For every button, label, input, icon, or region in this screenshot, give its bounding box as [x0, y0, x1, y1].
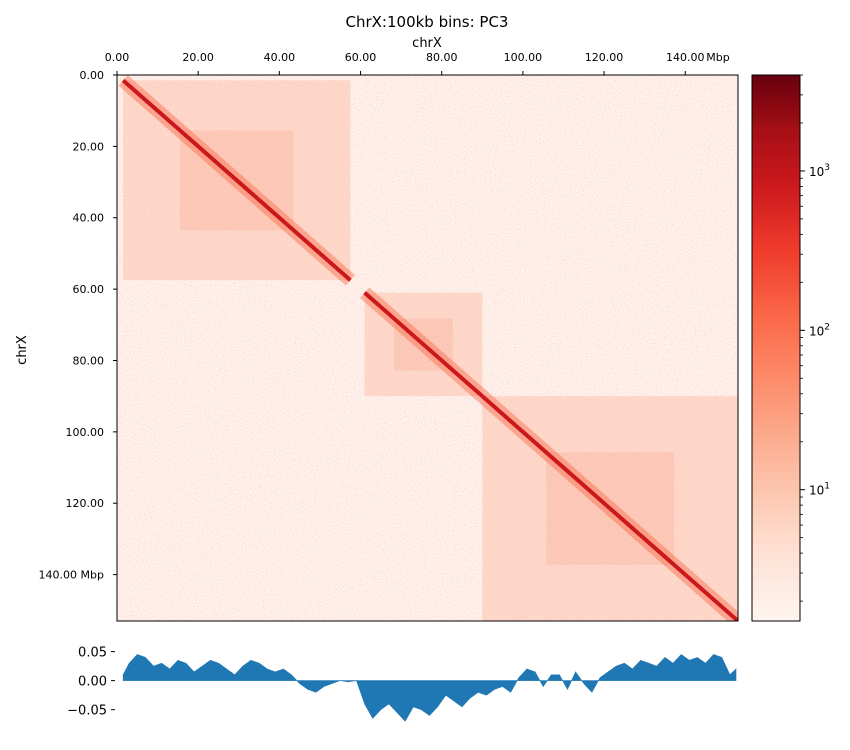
y-tick-label: 140.00 Mbp	[39, 569, 104, 582]
x-tick-label: 40.00	[264, 51, 296, 64]
y-tick-label: 20.00	[73, 140, 105, 153]
x-unit-label: Mbp	[706, 51, 729, 64]
y-tick-label: 60.00	[73, 283, 105, 296]
colorbar: 101 102 103	[751, 74, 830, 622]
pc3-area	[122, 654, 737, 722]
pc3-y-tick-label: 0.00	[78, 675, 107, 690]
colorbar-gradient	[751, 74, 801, 622]
pc3-track: −0.05 0.00 0.05	[67, 646, 737, 722]
x-axis-title: chrX	[412, 36, 442, 51]
pc3-y-tick-label: −0.05	[67, 704, 107, 719]
y-tick-label: 80.00	[73, 354, 105, 367]
y-tick-label: 100.00	[66, 426, 105, 439]
colorbar-tick-label: 101	[809, 482, 830, 498]
x-tick-label: 140.00	[666, 51, 705, 64]
y-tick-label: 120.00	[66, 497, 105, 510]
x-tick-label: 60.00	[345, 51, 377, 64]
x-tick-label: 80.00	[426, 51, 458, 64]
y-tick-label: 0.00	[80, 69, 105, 82]
chart-title: ChrX:100kb bins: PC3	[346, 13, 509, 31]
heatmap-frame	[116, 74, 739, 622]
x-tick-label: 120.00	[585, 51, 624, 64]
x-tick-label: 20.00	[182, 51, 214, 64]
colorbar-tick-label: 103	[809, 163, 830, 179]
colorbar-tick-label: 102	[809, 322, 830, 338]
diagonal-core-q-arm-1	[363, 291, 484, 398]
hic-heatmap	[117, 75, 738, 621]
x-tick-label: 100.00	[504, 51, 543, 64]
diagonal-core-q-arm-2	[480, 394, 738, 621]
diagonal-core-p-arm	[121, 78, 352, 282]
pc3-y-tick-label: 0.05	[78, 646, 107, 661]
x-tick-label: 0.00	[105, 51, 130, 64]
y-axis-title: chrX	[15, 335, 30, 365]
y-tick-label: 40.00	[73, 212, 105, 225]
